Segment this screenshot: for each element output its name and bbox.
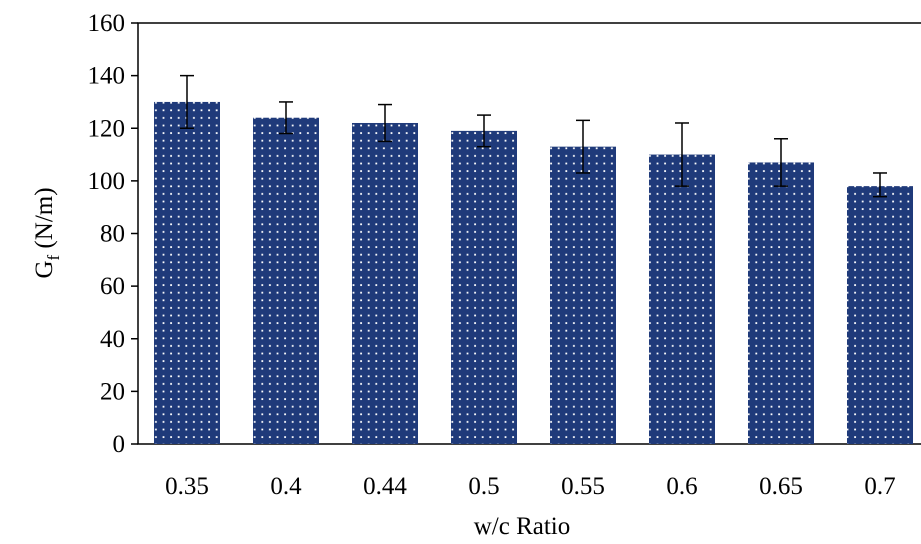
bar — [352, 122, 418, 445]
y-tick-label: 0 — [113, 431, 126, 458]
x-axis-title: w/c Ratio — [474, 513, 571, 540]
x-tick-label: 0.4 — [270, 473, 302, 500]
x-axis: 0.35 0.4 0.44 0.5 0.55 0.6 0.65 0.7 — [165, 473, 896, 500]
bar — [847, 186, 913, 444]
x-tick-label: 0.55 — [561, 473, 605, 500]
bar — [253, 117, 319, 444]
y-tick-label: 120 — [88, 115, 126, 142]
y-axis-title: Gf (N/m) — [31, 187, 63, 278]
y-tick-label: 160 — [88, 10, 126, 37]
x-tick-label: 0.6 — [666, 473, 697, 500]
y-axis-title-unit: (N/m) — [31, 187, 58, 254]
error-bars-group — [180, 74, 887, 198]
x-tick-label: 0.7 — [864, 473, 895, 500]
x-tick-label: 0.35 — [165, 473, 209, 500]
y-axis-title-main: G — [31, 260, 58, 278]
y-tick-label: 140 — [88, 63, 126, 90]
bar — [649, 154, 715, 444]
y-axis-title-subscript: f — [44, 254, 63, 260]
y-tick-label: 40 — [100, 326, 125, 353]
y-tick-label: 20 — [100, 378, 125, 405]
x-tick-label: 0.44 — [363, 473, 407, 500]
x-tick-label: 0.65 — [759, 473, 803, 500]
y-tick-label: 100 — [88, 168, 126, 195]
y-tick-label: 60 — [100, 273, 125, 300]
bar — [748, 162, 814, 445]
y-tick-label: 80 — [100, 221, 125, 248]
bar — [451, 130, 517, 444]
x-tick-label: 0.5 — [468, 473, 499, 500]
bar — [154, 101, 220, 444]
y-axis: 0 20 40 60 80 100 120 140 160 — [88, 10, 138, 458]
bars-group — [154, 101, 913, 445]
bar — [550, 146, 616, 444]
